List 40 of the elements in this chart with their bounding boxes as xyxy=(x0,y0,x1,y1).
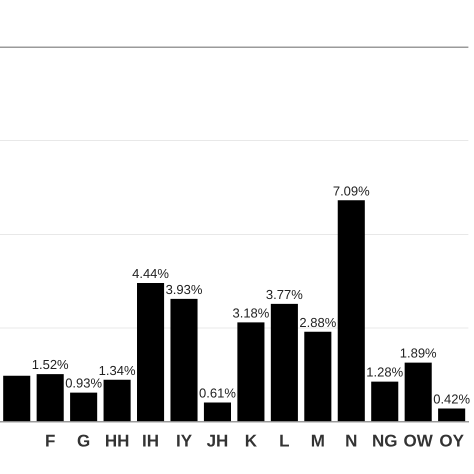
x-tick-label: IY xyxy=(176,431,193,450)
bar xyxy=(170,298,198,422)
bar xyxy=(137,283,164,422)
x-tick-label: F xyxy=(44,431,56,450)
bar xyxy=(104,380,131,422)
data-label: 3.77% xyxy=(266,286,304,302)
data-label: 2.88% xyxy=(299,314,337,330)
data-label: 3.18% xyxy=(232,305,270,320)
bar xyxy=(371,382,398,422)
data-label: 0.93% xyxy=(65,376,103,391)
x-tick-label: K xyxy=(244,431,258,450)
data-label: 0.61% xyxy=(199,386,236,401)
data-label: 1.89% xyxy=(400,346,438,361)
x-tick-label: IH xyxy=(142,431,160,450)
x-tick-label: NG xyxy=(372,431,398,450)
x-tick-label: G xyxy=(77,431,90,450)
data-label: 0.42% xyxy=(433,392,471,407)
data-label: 1.28% xyxy=(366,364,404,380)
x-tick-label: N xyxy=(345,431,358,450)
x-tick-label: OW xyxy=(404,431,434,450)
bar xyxy=(3,376,30,422)
bar xyxy=(438,408,466,422)
bar xyxy=(338,200,365,422)
data-label: 1.52% xyxy=(32,357,70,372)
bar xyxy=(404,362,432,422)
data-label: 4.44% xyxy=(132,266,170,282)
bar xyxy=(304,332,332,422)
x-tick-label: M xyxy=(310,431,325,450)
bar xyxy=(70,392,98,422)
bar xyxy=(270,304,298,422)
x-tick-label: JH xyxy=(206,431,228,450)
data-label: 1.34% xyxy=(98,362,136,378)
x-tick-label: L xyxy=(279,431,290,450)
data-label: 7.09% xyxy=(332,183,370,198)
bar xyxy=(237,322,264,422)
bar xyxy=(36,374,64,422)
bar xyxy=(204,402,232,422)
x-tick-label: OY xyxy=(439,431,465,450)
x-tick-label: HH xyxy=(104,431,130,450)
data-label: 3.93% xyxy=(166,282,203,297)
